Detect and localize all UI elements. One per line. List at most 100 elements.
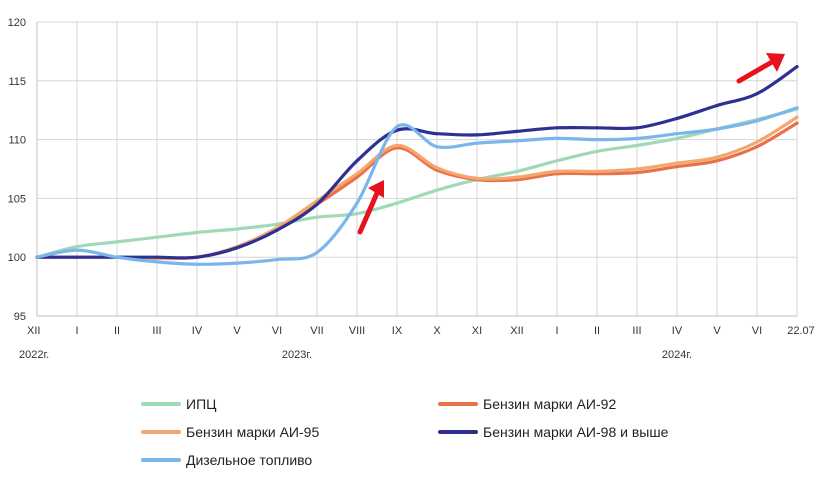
red-arrowhead-icon (766, 53, 785, 72)
x-tick-label: I (555, 325, 558, 337)
data-point (555, 126, 559, 130)
legend-label: Дизельное топливо (186, 452, 312, 468)
data-point (395, 125, 399, 129)
data-point (435, 188, 439, 192)
data-point (755, 140, 759, 144)
x-tick-label: I (75, 325, 78, 337)
data-point (795, 115, 799, 119)
data-point (515, 129, 519, 133)
data-point (235, 246, 239, 250)
year-label: 2023г. (282, 349, 312, 361)
data-point (355, 172, 359, 176)
data-point (235, 261, 239, 265)
data-point (155, 260, 159, 264)
x-tick-label: XII (27, 325, 40, 337)
data-point (115, 255, 119, 259)
data-point (755, 119, 759, 123)
red-arrow-icon (736, 59, 775, 84)
x-tick-label: IV (192, 325, 203, 337)
red-arrow-icon (357, 190, 380, 235)
data-point (795, 121, 799, 125)
data-point (755, 145, 759, 149)
data-point (155, 255, 159, 259)
data-point (355, 201, 359, 205)
data-point (395, 201, 399, 205)
data-point (635, 170, 639, 175)
data-point (515, 175, 519, 179)
data-point (475, 133, 479, 137)
y-tick-label: 115 (8, 76, 26, 88)
y-tick-label: 120 (8, 17, 26, 29)
legend-label: Бензин марки АИ-92 (483, 396, 616, 412)
data-point (435, 166, 439, 170)
data-point (795, 106, 799, 110)
x-tick-label: III (152, 325, 161, 337)
data-point (195, 262, 199, 266)
x-tick-label: VIII (349, 325, 366, 337)
x-tick-label: VI (752, 325, 762, 337)
year-label: 2022г. (19, 349, 49, 361)
data-point (555, 136, 559, 140)
data-point (635, 136, 639, 140)
data-point (595, 126, 599, 130)
data-point (715, 127, 719, 131)
data-point (35, 255, 39, 259)
year-label: 2024г. (662, 349, 692, 361)
x-tick-label: IX (392, 325, 403, 337)
data-point (635, 126, 639, 130)
data-point (315, 250, 319, 255)
x-tick-label: VI (272, 325, 282, 337)
data-point (555, 159, 559, 163)
series-line (35, 106, 799, 266)
data-point (715, 155, 719, 159)
x-tick-label: III (632, 325, 641, 337)
data-point (235, 227, 239, 231)
x-tick-label: V (233, 325, 241, 337)
y-tick-label: 95 (14, 311, 26, 323)
data-point (75, 248, 79, 252)
x-tick-label: 22.07 (787, 325, 815, 337)
data-point (555, 169, 559, 173)
legend-label: ИПЦ (186, 396, 217, 412)
data-point (355, 159, 359, 163)
y-tick-label: 110 (8, 135, 26, 147)
data-point (755, 92, 759, 96)
data-point (435, 145, 439, 149)
data-point (715, 159, 719, 163)
data-point (475, 141, 479, 145)
x-tick-label: II (114, 325, 120, 337)
data-point (515, 139, 519, 143)
data-point (395, 143, 399, 148)
data-point (675, 136, 679, 140)
data-point (75, 255, 79, 259)
data-point (675, 132, 679, 136)
data-point (195, 230, 199, 235)
x-tick-label: XII (510, 325, 523, 337)
data-point (275, 222, 279, 226)
data-point (155, 235, 159, 239)
data-point (675, 161, 679, 165)
series-line (35, 65, 799, 260)
red-arrowhead-icon (368, 180, 384, 198)
data-point (595, 169, 599, 173)
data-point (315, 215, 319, 219)
y-tick-label: 100 (8, 252, 26, 264)
x-tick-label: XI (472, 325, 482, 337)
y-tick-label: 105 (8, 193, 26, 205)
data-point (595, 149, 599, 153)
data-point (715, 103, 719, 108)
data-point (515, 169, 519, 173)
data-point (355, 175, 359, 179)
data-point (595, 138, 599, 142)
data-point (195, 255, 199, 259)
data-point (275, 228, 279, 232)
data-point (675, 165, 679, 169)
legend-label: Бензин марки АИ-95 (186, 424, 319, 440)
data-point (795, 65, 799, 69)
data-point (635, 167, 639, 171)
data-point (75, 245, 79, 249)
legend-label: Бензин марки АИ-98 и выше (483, 424, 669, 440)
data-point (355, 212, 359, 216)
